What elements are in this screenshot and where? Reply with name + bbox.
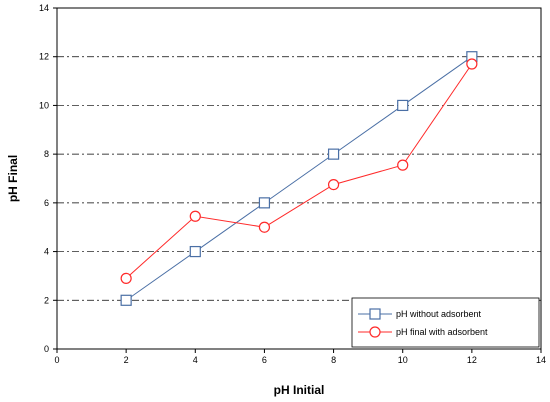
data-point <box>258 221 271 233</box>
x-tick-label: 12 <box>467 355 477 365</box>
data-point <box>258 197 271 209</box>
data-point <box>189 245 201 258</box>
x-axis-ticks: 0 2 4 6 8 10 12 14 <box>54 349 546 365</box>
y-tick-label: 2 <box>44 295 49 305</box>
data-point <box>327 178 340 191</box>
gridlines <box>57 56 541 301</box>
x-tick-label: 14 <box>536 355 546 365</box>
y-axis-title: pH Final <box>6 155 20 202</box>
y-tick-label: 12 <box>39 52 49 62</box>
legend-marker <box>369 326 381 338</box>
x-tick-label: 6 <box>262 355 267 365</box>
plot-area-frame <box>56 7 542 350</box>
legend-item: pH final with adsorbent <box>358 326 488 338</box>
legend-label: pH without adsorbent <box>396 309 482 319</box>
data-point <box>327 148 340 160</box>
x-tick-label: 4 <box>193 355 198 365</box>
legend-item: pH without adsorbent <box>358 308 482 320</box>
data-point <box>120 272 132 284</box>
x-tick-label: 10 <box>398 355 408 365</box>
series-2 <box>120 58 478 284</box>
x-tick-label: 2 <box>124 355 129 365</box>
series-layer <box>120 51 478 306</box>
series-line <box>125 56 473 301</box>
y-tick-label: 4 <box>44 247 49 257</box>
y-tick-label: 6 <box>44 198 49 208</box>
legend-box <box>351 297 540 348</box>
legend-marker <box>369 308 381 320</box>
legend: pH without adsorbent pH final with adsorb… <box>351 297 540 348</box>
y-tick-label: 14 <box>39 3 49 13</box>
data-point <box>120 294 132 306</box>
y-tick-label: 0 <box>44 344 49 354</box>
y-tick-label: 10 <box>39 100 49 110</box>
data-point <box>397 159 409 171</box>
x-tick-label: 8 <box>331 355 336 365</box>
x-tick-label: 0 <box>54 355 59 365</box>
series-line <box>125 63 473 279</box>
series-1 <box>120 51 478 306</box>
y-tick-label: 8 <box>44 149 49 159</box>
data-point <box>397 99 409 112</box>
x-axis-title: pH Initial <box>274 383 325 397</box>
data-point <box>466 58 478 70</box>
data-point <box>189 210 201 222</box>
y-axis-ticks: 0 2 4 6 8 10 12 14 <box>39 3 57 354</box>
legend-label: pH final with adsorbent <box>396 327 488 337</box>
